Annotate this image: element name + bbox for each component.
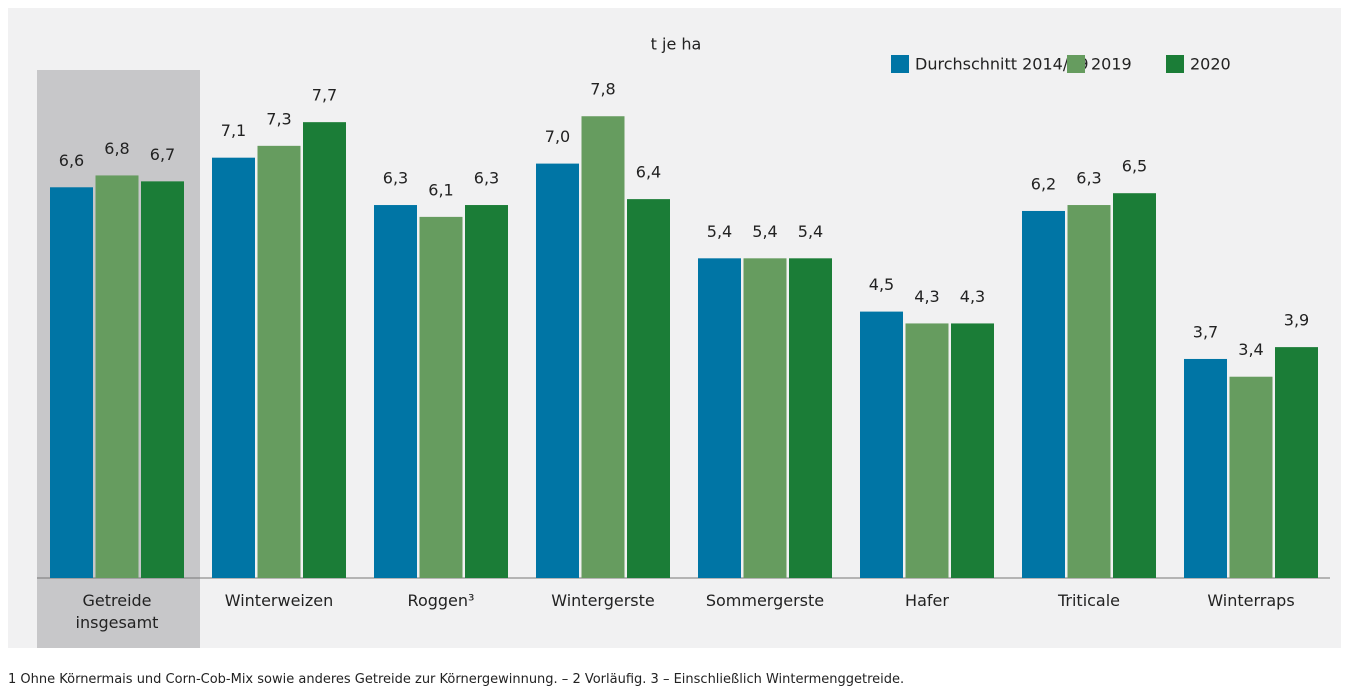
value-label: 3,7 [1193,322,1218,341]
bar [212,157,255,578]
bar [141,181,184,579]
value-label: 6,3 [474,169,499,188]
legend-swatch [1166,55,1184,73]
bar [1229,376,1273,578]
value-label: 6,1 [428,180,453,199]
legend-swatch [891,55,909,73]
bar [536,163,579,578]
bar [465,205,508,579]
value-label: 6,2 [1031,174,1056,193]
value-label: 6,3 [383,169,408,188]
x-tick-label: Winterraps [1207,591,1295,610]
bar [905,323,949,578]
legend-swatch [1067,55,1085,73]
bar [1275,347,1318,578]
bar [374,205,417,579]
value-label: 7,3 [266,109,291,128]
bar [50,187,93,578]
bar [303,122,346,578]
value-label: 4,3 [960,287,985,306]
bar [95,175,139,578]
bar [1067,205,1111,579]
value-label: 6,6 [59,151,84,170]
value-label: 7,8 [590,80,615,99]
bar [1184,358,1227,578]
x-tick-label: Winterweizen [224,591,334,610]
value-label: 4,5 [869,275,894,294]
x-tick-label: Wintergerste [551,591,655,610]
footnote: 1 Ohne Körnermais und Corn-Cob-Mix sowie… [8,672,905,687]
bar [1113,193,1156,578]
value-label: 6,8 [104,139,129,158]
bar [951,323,994,578]
value-label: 3,4 [1238,340,1263,359]
x-tick-label: Sommergerste [705,591,825,610]
value-label: 6,4 [636,163,661,182]
x-tick-label: Roggen³ [407,591,475,610]
value-label: 6,5 [1122,157,1147,176]
legend-label: 2020 [1190,55,1231,74]
bar [860,311,903,578]
bar [627,199,670,578]
value-label: 5,4 [752,222,777,241]
bar [1022,210,1065,578]
value-label: 5,4 [707,222,732,241]
x-tick-label: Triticale [1057,591,1121,610]
chart-title: t je ha [651,35,702,54]
x-tick-label: Hafer [905,591,949,610]
legend-label: Durchschnitt 2014/19 [915,55,1089,74]
value-label: 7,0 [545,127,570,146]
bar [743,258,787,578]
bar [419,216,463,578]
value-label: 6,3 [1076,169,1101,188]
value-label: 3,9 [1284,311,1309,330]
value-label: 4,3 [914,287,939,306]
value-label: 7,7 [312,86,337,105]
bar [581,116,625,579]
value-label: 6,7 [150,145,175,164]
value-label: 7,1 [221,121,246,140]
bar [789,258,832,578]
legend-label: 2019 [1091,55,1132,74]
bar [698,258,741,578]
value-label: 5,4 [798,222,823,241]
bar [257,145,301,578]
x-tick-label: Getreide insgesamt [75,591,159,632]
